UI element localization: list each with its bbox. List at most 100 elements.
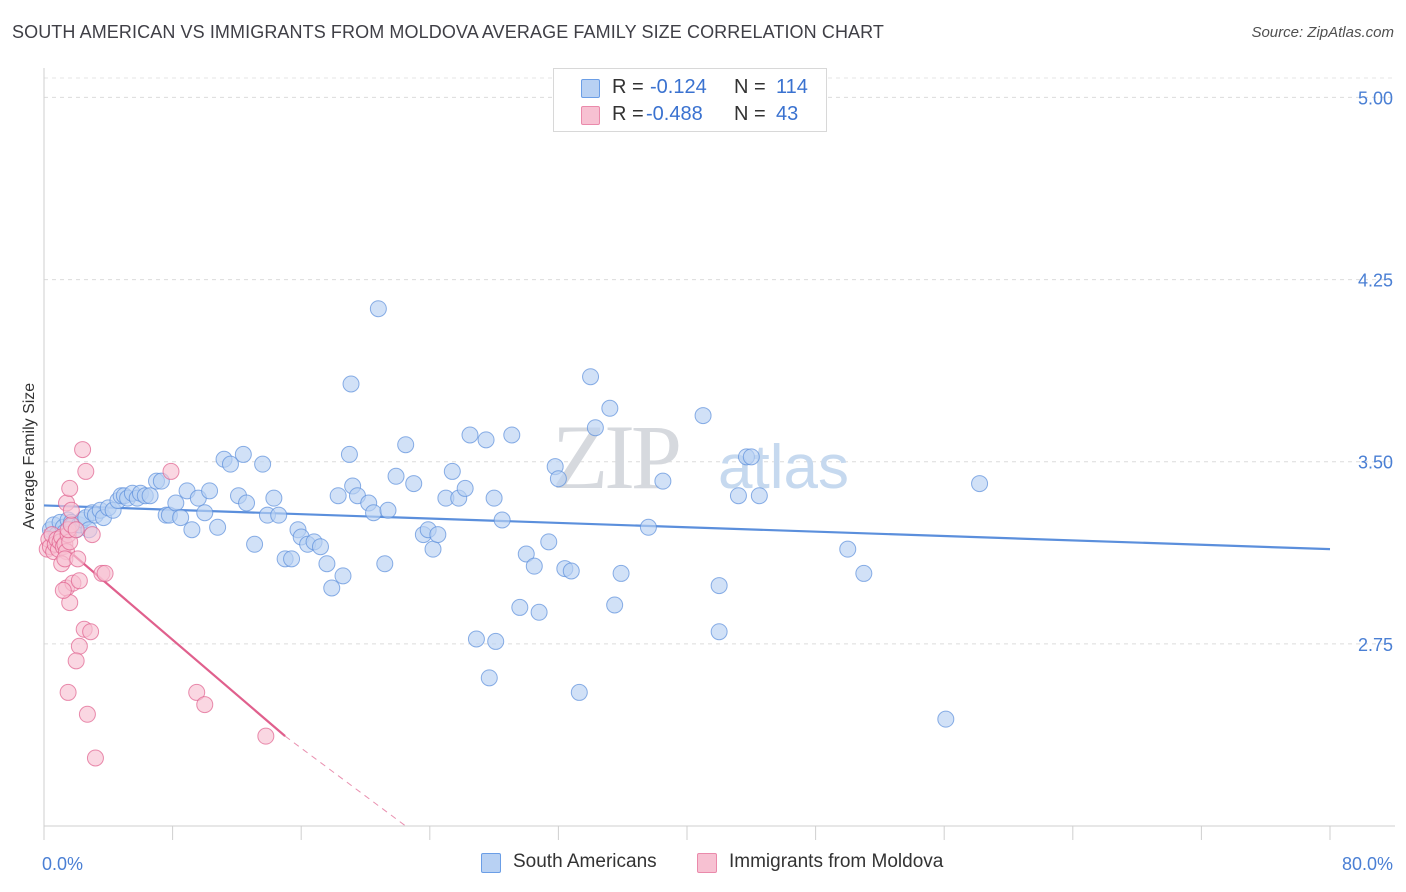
point-south-american xyxy=(141,487,159,505)
point-south-american xyxy=(387,467,405,485)
point-south-american xyxy=(397,436,415,454)
legend-n-label: N = xyxy=(734,103,766,125)
point-south-american xyxy=(855,564,873,582)
legend-r-label: R = xyxy=(612,76,644,98)
legend-swatch-pink xyxy=(697,853,717,873)
point-south-american xyxy=(485,489,503,507)
point-moldova xyxy=(59,683,77,701)
point-south-american xyxy=(238,494,256,512)
point-south-american xyxy=(601,399,619,417)
point-moldova xyxy=(67,521,85,539)
legend-n-value: 43 xyxy=(776,103,799,125)
point-moldova xyxy=(82,623,100,641)
point-south-american xyxy=(461,426,479,444)
point-moldova xyxy=(188,683,206,701)
point-south-american xyxy=(246,535,264,553)
point-moldova xyxy=(61,479,79,497)
point-south-american xyxy=(477,431,495,449)
y-tick-label: 4.25 xyxy=(1358,271,1393,291)
point-south-american xyxy=(172,509,190,527)
point-moldova xyxy=(69,550,87,568)
chart-title: SOUTH AMERICAN VS IMMIGRANTS FROM MOLDOV… xyxy=(12,22,885,42)
point-moldova xyxy=(77,462,95,480)
data-points xyxy=(38,300,989,767)
point-south-american xyxy=(365,504,383,522)
point-south-american xyxy=(265,489,283,507)
point-south-american xyxy=(467,630,485,648)
point-south-american xyxy=(606,596,624,614)
point-south-american xyxy=(937,710,955,728)
legend-swatch-blue xyxy=(481,853,501,873)
legend-n-value: 114 xyxy=(776,76,808,98)
legend-row-south-americans: R = -0.124 N = 114 xyxy=(554,74,824,102)
x-tick-label: 0.0% xyxy=(42,854,83,874)
trend-line-moldova-extension xyxy=(284,735,406,827)
y-axis-label: Average Family Size xyxy=(21,383,38,530)
y-tick-label: 2.75 xyxy=(1358,635,1393,655)
axes xyxy=(43,68,1395,840)
y-tick-label: 5.00 xyxy=(1358,88,1393,108)
point-moldova xyxy=(83,526,101,544)
point-south-american xyxy=(511,598,529,616)
watermark-zip: ZIP xyxy=(552,406,679,508)
point-south-american xyxy=(318,555,336,573)
point-moldova xyxy=(54,581,72,599)
point-south-american xyxy=(270,506,288,524)
point-south-american xyxy=(530,603,548,621)
legend-r-value: -0.124 xyxy=(650,76,707,98)
point-moldova xyxy=(74,441,92,459)
point-south-american xyxy=(612,564,630,582)
point-south-american xyxy=(487,632,505,650)
point-south-american xyxy=(562,562,580,580)
point-south-american xyxy=(183,521,201,539)
point-south-american xyxy=(342,375,360,393)
trend-line-south-americans xyxy=(43,504,1331,551)
point-south-american xyxy=(742,448,760,466)
point-south-american xyxy=(201,482,219,500)
legend-row-moldova: R = -0.488 N = 43 xyxy=(554,101,824,129)
y-tick-label: 3.50 xyxy=(1358,453,1393,473)
point-south-american xyxy=(376,555,394,573)
point-south-american xyxy=(710,577,728,595)
point-south-american xyxy=(525,557,543,575)
legend-r-value: -0.488 xyxy=(646,103,703,125)
point-south-american xyxy=(221,455,239,473)
point-south-american xyxy=(369,300,387,318)
legend-label: South Americans xyxy=(513,851,657,872)
point-south-american xyxy=(209,518,227,536)
point-moldova xyxy=(70,572,88,590)
source-label: Source: ZipAtlas.com xyxy=(1251,24,1394,41)
x-tick-label: 80.0% xyxy=(1342,854,1393,874)
point-south-american xyxy=(750,487,768,505)
point-south-american xyxy=(329,487,347,505)
point-south-american xyxy=(443,462,461,480)
point-south-american xyxy=(493,511,511,529)
point-moldova xyxy=(86,749,104,767)
point-south-american xyxy=(429,526,447,544)
point-south-american xyxy=(405,475,423,493)
point-moldova xyxy=(196,696,214,714)
point-south-american xyxy=(311,538,329,556)
point-south-american xyxy=(729,487,747,505)
point-south-american xyxy=(839,540,857,558)
point-south-american xyxy=(694,407,712,425)
point-moldova xyxy=(62,501,80,519)
legend-swatch-pink xyxy=(581,106,600,125)
point-moldova xyxy=(67,652,85,670)
point-moldova xyxy=(96,564,114,582)
point-south-american xyxy=(334,567,352,585)
point-south-american xyxy=(456,479,474,497)
tick-labels: 2.75 3.50 4.25 5.00 0.0% 80.0% xyxy=(42,88,1393,874)
point-moldova xyxy=(78,705,96,723)
point-south-american xyxy=(424,540,442,558)
point-south-american xyxy=(503,426,521,444)
point-south-american xyxy=(971,475,989,493)
legend-swatch-blue xyxy=(581,79,600,98)
point-south-american xyxy=(710,623,728,641)
point-south-american xyxy=(196,504,214,522)
point-south-american xyxy=(323,579,341,597)
point-south-american xyxy=(570,683,588,701)
legend-r-label: R = xyxy=(612,103,644,125)
point-south-american xyxy=(582,368,600,386)
point-south-american xyxy=(379,501,397,519)
